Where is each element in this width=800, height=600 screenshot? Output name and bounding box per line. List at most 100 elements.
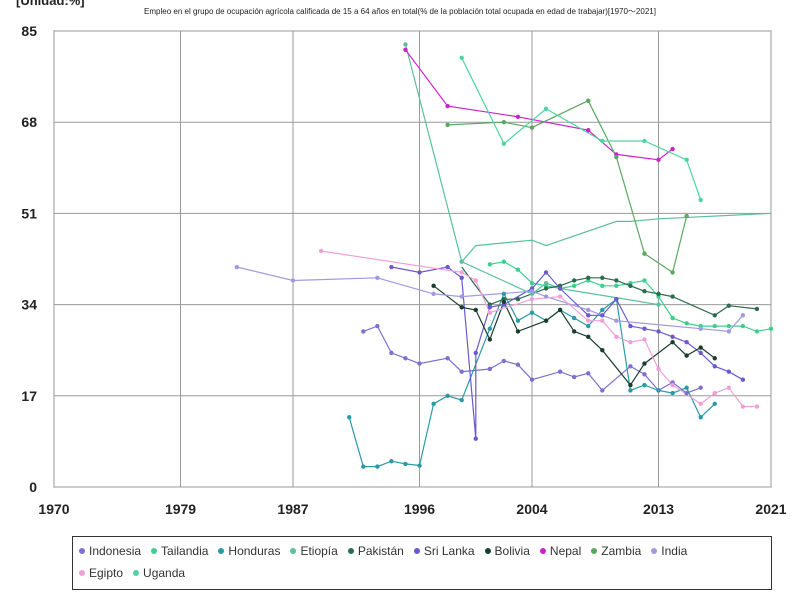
series-line-india: [236, 266, 744, 333]
data-point-egipto: [487, 310, 493, 315]
data-point-pakistan: [543, 286, 549, 291]
series-lines: [236, 44, 772, 468]
legend-marker-icon: [290, 548, 297, 554]
axis-tick-labels: 1970 1979 1987 1996 2004 2013 2021 0 17 34 51 68 85: [21, 23, 786, 517]
data-point-uganda: [501, 141, 507, 146]
data-point-sri-lanka: [670, 334, 675, 339]
legend-label: Sri Lanka: [423, 544, 475, 558]
data-point-honduras: [459, 397, 464, 403]
data-point-nepal: [445, 103, 450, 109]
data-point-bolivia: [571, 329, 577, 334]
data-point-honduras: [389, 459, 394, 464]
legend-label: Zambia: [601, 544, 642, 558]
data-point-indonesia: [515, 362, 521, 367]
legend-item-nepal: Nepal: [539, 544, 581, 558]
data-point-bolivia: [543, 318, 549, 323]
data-point-honduras: [417, 463, 422, 468]
x-tick-label: 1970: [38, 501, 69, 517]
series-line-etiopia: [404, 44, 659, 306]
data-point-sri-lanka: [543, 270, 549, 275]
series-line-segment: [461, 266, 491, 305]
data-point-nepal: [403, 47, 408, 52]
series-line-honduras: [348, 292, 716, 468]
legend-item-pakistan: Pakistán: [347, 544, 404, 558]
data-point-egipto: [754, 404, 760, 409]
data-point-india: [234, 264, 239, 270]
unit-label: [Unidad:%]: [16, 0, 85, 8]
data-point-indonesia: [501, 358, 507, 364]
data-point-india: [375, 275, 380, 280]
data-point-tailandia: [768, 326, 774, 331]
legend-marker-icon: [591, 548, 598, 554]
data-point-india: [586, 307, 591, 313]
data-point-indonesia: [698, 385, 703, 390]
data-point-honduras: [600, 307, 605, 313]
data-point-bolivia: [698, 345, 703, 350]
data-point-uganda: [543, 106, 549, 111]
legend-item-sri-lanka: Sri Lanka: [413, 544, 475, 558]
data-point-pakistan: [586, 275, 591, 280]
x-tick-label: 2004: [516, 501, 547, 517]
legend-row-2: Egipto Uganda: [79, 563, 195, 583]
series-line-sri-lanka: [391, 266, 744, 439]
data-point-indonesia: [642, 372, 647, 377]
data-point-tailandia: [501, 259, 507, 264]
legend-label: Indonesia: [89, 544, 142, 558]
data-point-pakistan: [754, 306, 760, 312]
data-point-egipto: [642, 337, 647, 342]
data-point-tailandia: [642, 278, 647, 283]
data-point-bolivia: [459, 305, 464, 310]
data-point-zambia: [684, 213, 689, 219]
data-point-zambia: [445, 122, 450, 128]
data-point-egipto: [712, 390, 717, 396]
legend-label: Pakistán: [357, 544, 404, 558]
data-point-indonesia: [487, 366, 493, 372]
data-point-zambia: [529, 125, 535, 130]
data-point-bolivia: [487, 337, 493, 342]
data-point-bolivia: [628, 382, 633, 388]
data-point-zambia: [614, 154, 619, 160]
data-point-tailandia: [754, 329, 760, 334]
data-point-india: [431, 291, 436, 297]
legend-marker-icon: [347, 548, 354, 554]
data-point-sri-lanka: [473, 350, 478, 356]
legend-marker-icon: [218, 548, 225, 554]
data-point-sri-lanka: [740, 377, 746, 382]
data-point-tailandia: [712, 323, 717, 329]
data-point-honduras: [501, 291, 507, 297]
legend: Indonesia Tailandia Honduras Etiopía Pakistá…: [72, 536, 772, 590]
data-point-tailandia: [529, 280, 535, 286]
data-point-sri-lanka: [614, 297, 619, 302]
data-point-sri-lanka: [698, 350, 703, 356]
y-tick-label: 34: [21, 297, 37, 313]
data-point-honduras: [684, 385, 689, 390]
legend-label: Etiopía: [300, 544, 338, 558]
data-point-sri-lanka: [600, 313, 605, 318]
data-point-egipto: [698, 401, 703, 407]
data-point-uganda: [698, 197, 703, 203]
legend-item-indonesia: Indonesia: [79, 544, 141, 558]
data-point-indonesia: [586, 371, 591, 376]
data-point-honduras: [431, 401, 436, 407]
data-point-india: [290, 278, 296, 283]
series-line-nepal: [405, 49, 673, 161]
legend-item-zambia: Zambia: [591, 544, 641, 558]
legend-marker-icon: [413, 548, 420, 554]
data-point-honduras: [698, 415, 703, 420]
legend-label: India: [661, 544, 688, 558]
data-point-egipto: [628, 339, 633, 345]
data-point-sri-lanka: [417, 270, 422, 275]
data-point-indonesia: [571, 374, 577, 380]
y-tick-label: 17: [21, 388, 37, 404]
series-line-zambia: [447, 99, 688, 274]
data-point-honduras: [403, 461, 408, 467]
data-point-uganda: [642, 138, 647, 144]
data-point-tailandia: [571, 283, 577, 289]
data-point-indonesia: [445, 356, 450, 361]
data-point-tailandia: [487, 262, 493, 267]
data-point-indonesia: [684, 390, 689, 396]
legend-item-tailandia: Tailandia: [151, 544, 208, 558]
data-point-bolivia: [586, 334, 591, 339]
data-point-egipto: [529, 297, 535, 302]
data-point-egipto: [586, 318, 591, 323]
